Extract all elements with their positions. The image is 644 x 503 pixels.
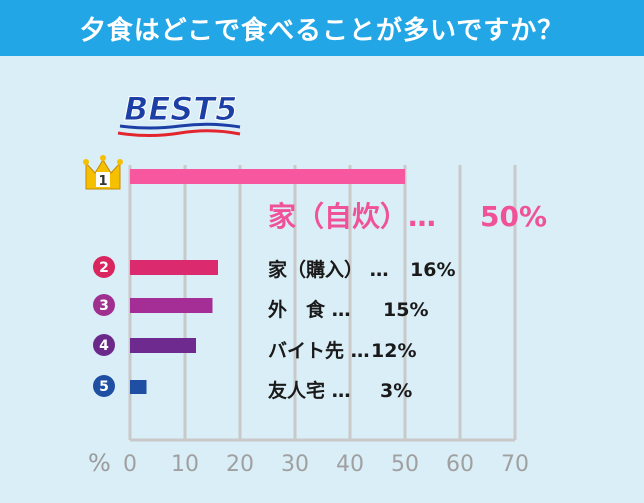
- rank-number: 3: [99, 298, 109, 314]
- x-tick-label: 50: [391, 452, 419, 477]
- rank-number: 4: [99, 338, 109, 354]
- crown-jewel: [83, 159, 89, 165]
- best5-text: BEST5: [124, 90, 237, 128]
- chart-title: 夕食はどこで食べることが多いですか？: [0, 0, 644, 56]
- x-tick-label: 20: [226, 452, 254, 477]
- rank-number: 5: [99, 379, 109, 395]
- category-label: 家（自炊）…: [268, 200, 436, 233]
- value-label: 3%: [380, 380, 412, 402]
- category-label: 外 食 …: [268, 298, 351, 321]
- rank-badge-icon: 4: [93, 334, 115, 356]
- rank-circle: [93, 294, 115, 316]
- x-tick-label: 70: [501, 452, 529, 477]
- rank-number: 1: [98, 174, 107, 189]
- category-label: 友人宅 …: [268, 379, 351, 402]
- rank-badge-icon: 3: [93, 294, 115, 316]
- rank-number: 2: [99, 260, 109, 276]
- rank-circle: [93, 334, 115, 356]
- crown-number-bg: [96, 172, 110, 187]
- x-tick-label: 10: [171, 452, 199, 477]
- gridlines: [128, 165, 517, 442]
- bar: [130, 380, 147, 394]
- rank-icons: 1 2 3 4 5: [83, 155, 123, 397]
- bars: [130, 169, 405, 394]
- best5-badge: BEST5: [117, 90, 241, 137]
- category-label: 家（購入） …: [268, 258, 389, 281]
- value-label: 16%: [410, 259, 455, 281]
- crown-icon: 1: [83, 155, 123, 190]
- rank-badge-icon: 2: [93, 256, 115, 278]
- rank-badge-icon: 5: [93, 375, 115, 397]
- value-label: 12%: [371, 340, 416, 362]
- bar: [130, 169, 405, 184]
- bar: [130, 260, 218, 275]
- axis-unit: %: [88, 449, 111, 477]
- x-tick-label: 30: [281, 452, 309, 477]
- bar: [130, 298, 213, 313]
- x-tick-label: 60: [446, 452, 474, 477]
- rank-circle: [93, 256, 115, 278]
- value-label: 15%: [383, 299, 428, 321]
- value-label: 50%: [480, 200, 547, 233]
- x-tick-label: 0: [123, 452, 137, 477]
- bar: [130, 338, 196, 353]
- crown-jewel: [100, 155, 106, 161]
- x-axis: % 0 10 20 30 40 50 60 70: [88, 449, 529, 477]
- x-tick-label: 40: [336, 452, 364, 477]
- crown-jewel: [117, 159, 123, 165]
- rank-circle: [93, 375, 115, 397]
- category-label: バイト先 …: [268, 339, 370, 362]
- bar-labels: 家（自炊）… 50% 家（購入） … 16% 外 食 … 15% バイト先 … 12% 友人宅 …: [268, 200, 547, 402]
